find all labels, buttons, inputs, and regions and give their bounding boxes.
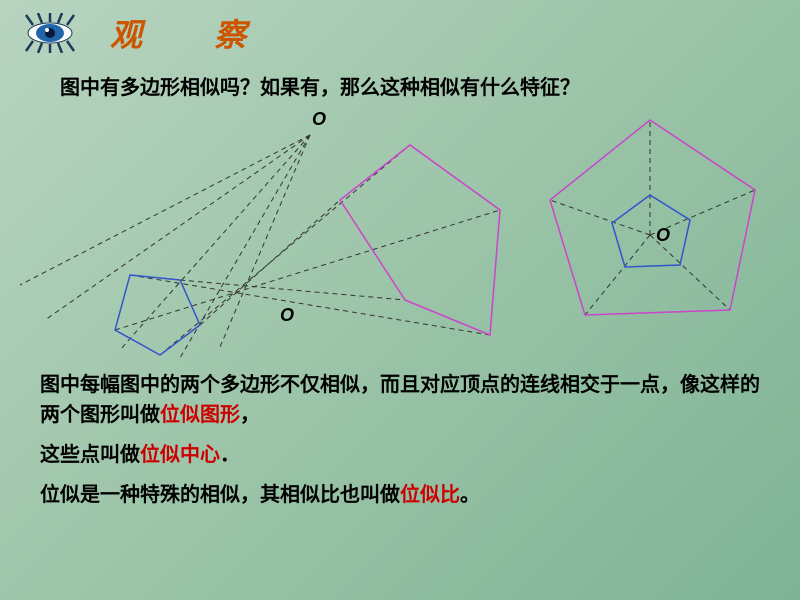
header: 观 察 (0, 0, 800, 56)
highlight-weisi-zhongxin: 位似中心 (140, 444, 220, 466)
explanation-line-2: 这些点叫做位似中心． (0, 435, 800, 475)
large-pentagon-2 (340, 145, 500, 335)
question-text: 图中有多边形相似吗？如果有，那么这种相似有什么特征？ (0, 56, 800, 105)
small-pentagon-2 (115, 275, 200, 355)
geometry-diagram (0, 105, 800, 365)
text-1a: 图中每幅图中的两个多边形不仅相似，而且对应顶点的连线相交于一点，像这样的两个图形… (40, 374, 760, 426)
explanation-line-3: 位似是一种特殊的相似，其相似比也叫做位似比。 (0, 475, 800, 515)
label-o-2: O (280, 305, 294, 326)
explanation-line-1: 图中每幅图中的两个多边形不仅相似，而且对应顶点的连线相交于一点，像这样的两个图形… (0, 365, 800, 435)
diagram-area: O O O (0, 105, 800, 365)
label-o-3: O (656, 225, 670, 246)
outer-pentagon-3 (550, 120, 755, 315)
text-2c: ． (220, 444, 240, 466)
highlight-weisibi: 位似比 (400, 484, 460, 506)
label-o-1: O (312, 109, 326, 130)
text-3c: 。 (460, 484, 480, 506)
highlight-weisi-tuxing: 位似图形 (160, 404, 240, 426)
text-2a: 这些点叫做 (40, 444, 140, 466)
text-3a: 位似是一种特殊的相似，其相似比也叫做 (40, 484, 400, 506)
section-title: 观 察 (110, 10, 266, 56)
inner-pentagon-3 (612, 195, 690, 267)
eye-icon (20, 13, 90, 53)
text-1c: ， (240, 404, 260, 426)
